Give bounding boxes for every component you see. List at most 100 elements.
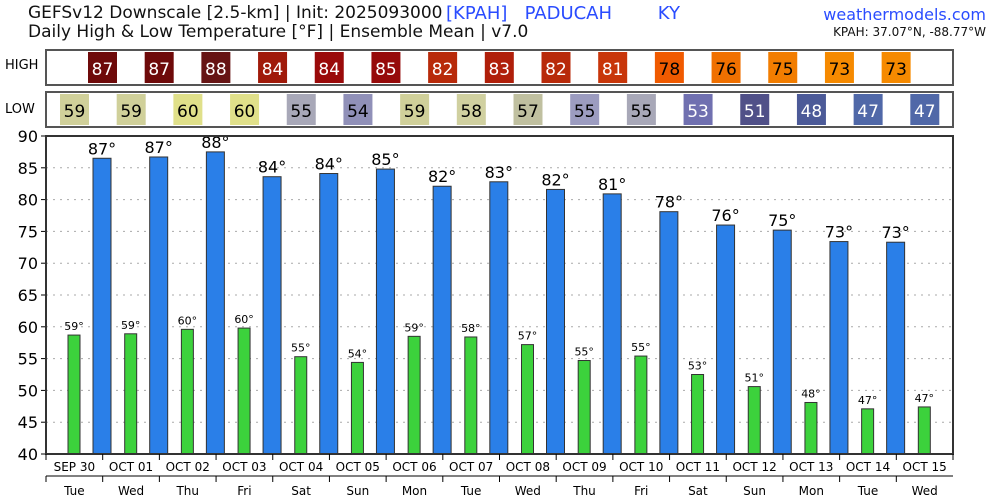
date-label: OCT 10 — [619, 460, 663, 474]
low-cell-value: 54 — [347, 102, 369, 122]
date-label: SEP 30 — [54, 460, 96, 474]
high-bar-label: 84° — [258, 158, 286, 177]
weekday-label: Thu — [572, 484, 596, 498]
date-label: OCT 06 — [392, 460, 436, 474]
high-bar — [432, 185, 452, 455]
low-bar-label: 51° — [745, 372, 765, 385]
low-cell-value: 48 — [801, 102, 823, 122]
y-tick-label: 70 — [18, 254, 38, 273]
date-label: OCT 03 — [222, 460, 266, 474]
title-line-2: Daily High & Low Temperature [°F] | Ense… — [28, 22, 529, 42]
low-bar — [124, 333, 138, 455]
high-cell-value: 81 — [602, 60, 624, 80]
low-cell-value: 60 — [177, 102, 199, 122]
high-cell-value: 73 — [829, 60, 851, 80]
high-cell — [144, 52, 174, 83]
high-bar-label: 78° — [655, 193, 683, 212]
low-bar-label: 60° — [234, 313, 254, 326]
high-bar — [659, 211, 679, 455]
weekday-label: Fri — [634, 484, 648, 498]
low-bar-label: 55° — [291, 342, 311, 355]
low-cell — [230, 94, 260, 125]
low-cell — [740, 94, 770, 125]
date-label: OCT 11 — [676, 460, 720, 474]
low-cell — [286, 94, 316, 125]
low-cell-value: 58 — [460, 102, 482, 122]
y-tick-label: 40 — [18, 445, 38, 464]
high-bar — [375, 168, 395, 455]
date-label: OCT 05 — [336, 460, 380, 474]
low-cell — [570, 94, 600, 125]
y-tick-label: 60 — [18, 318, 38, 337]
low-bar-label: 53° — [688, 360, 708, 373]
high-bar — [319, 173, 339, 455]
low-cell-value: 55 — [574, 102, 596, 122]
date-label: OCT 09 — [562, 460, 606, 474]
high-cell — [598, 52, 628, 83]
weekday-label: Fri — [237, 484, 251, 498]
low-bar — [521, 344, 534, 455]
weekday-label: Tue — [63, 484, 85, 498]
weekday-label: Thu — [175, 484, 199, 498]
y-tick-label: 45 — [18, 413, 38, 432]
low-cell-value: 53 — [687, 102, 709, 122]
high-bar-label: 83° — [485, 163, 513, 182]
low-bar — [67, 334, 81, 455]
low-cell-value: 47 — [914, 102, 936, 122]
weekday-label: Wed — [118, 484, 144, 498]
low-cell — [853, 94, 883, 125]
high-bar — [829, 241, 849, 455]
high-bar-label: 88° — [201, 133, 229, 152]
low-bar-label: 55° — [631, 341, 651, 354]
high-cell-value: 73 — [885, 60, 907, 80]
high-cell-value: 84 — [262, 60, 284, 80]
station-coordinates: KPAH: 37.07°N, -88.77°W — [833, 25, 986, 39]
high-bar-label: 82° — [541, 170, 569, 189]
high-cell — [881, 52, 911, 83]
low-row-label: LOW — [5, 102, 35, 117]
date-label: OCT 01 — [109, 460, 153, 474]
high-bar — [716, 224, 736, 455]
high-cell-value: 82 — [432, 60, 454, 80]
low-cell-value: 55 — [290, 102, 312, 122]
site-link[interactable]: weathermodels.com — [823, 5, 986, 24]
high-cell — [88, 52, 117, 83]
low-bar-label: 60° — [178, 314, 198, 327]
weekday-label: Wed — [912, 484, 938, 498]
high-cell — [314, 52, 344, 83]
date-label: OCT 15 — [903, 460, 947, 474]
y-tick-label: 55 — [18, 350, 38, 369]
low-bar-label: 57° — [518, 330, 538, 343]
high-bar — [772, 229, 792, 455]
y-tick-label: 85 — [18, 159, 38, 178]
low-bar-label: 47° — [858, 394, 878, 407]
weekday-label: Mon — [799, 484, 824, 498]
high-cell-value: 87 — [92, 60, 114, 80]
weekday-label: Sat — [291, 484, 311, 498]
high-bar-label: 81° — [598, 175, 626, 194]
low-bar-label: 59° — [121, 319, 141, 332]
high-bar — [205, 151, 225, 455]
low-bar-label: 59° — [404, 321, 424, 334]
high-bar-label: 87° — [145, 138, 173, 157]
date-label: OCT 02 — [166, 460, 210, 474]
low-bar-label: 48° — [801, 387, 821, 400]
low-cell-value: 51 — [744, 102, 766, 122]
high-bar — [602, 193, 622, 455]
high-cell-value: 76 — [715, 60, 737, 80]
high-cell-value: 87 — [148, 60, 170, 80]
high-bar — [489, 181, 509, 455]
low-bar — [407, 335, 421, 455]
low-bar-label: 47° — [915, 392, 935, 405]
low-bar — [237, 327, 251, 455]
high-cell-value: 82 — [545, 60, 567, 80]
high-cell — [484, 52, 514, 83]
high-cell-value: 78 — [659, 60, 681, 80]
y-tick-label: 90 — [18, 127, 38, 146]
weekday-label: Wed — [515, 484, 541, 498]
weekday-label: Sun — [346, 484, 369, 498]
date-label: OCT 12 — [732, 460, 776, 474]
weekday-label: Sat — [688, 484, 708, 498]
date-label: OCT 07 — [449, 460, 493, 474]
